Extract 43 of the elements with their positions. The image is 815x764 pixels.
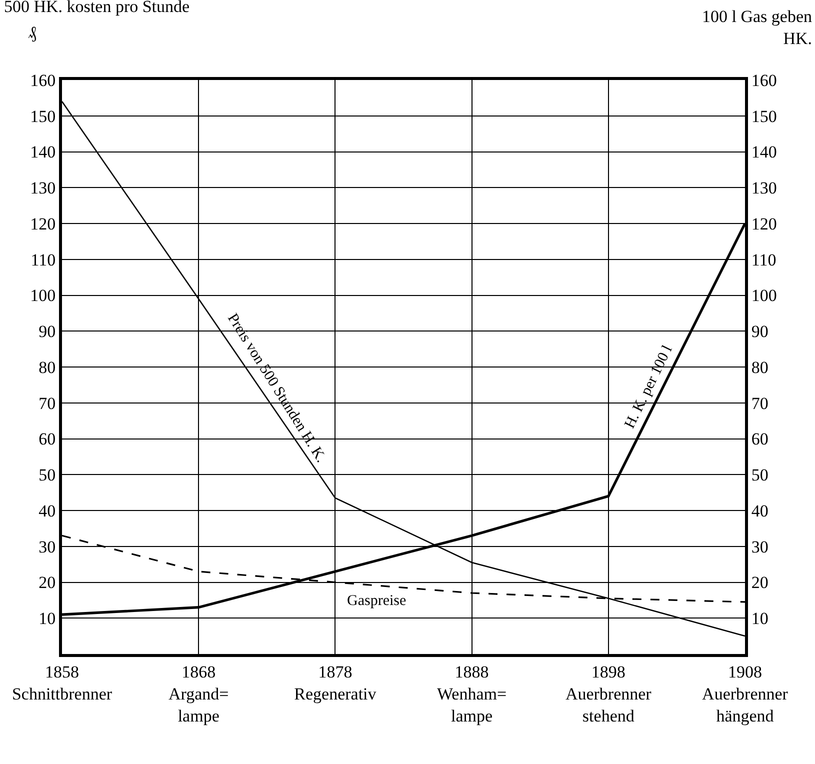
y-tick-label: 20 [38,573,56,592]
y-tick-label: 150 [30,106,56,126]
y2-tick-label: 40 [751,501,768,520]
x-tick-label: 1858 Schnittbrenner [12,662,112,704]
y2-tick-label: 160 [751,70,777,90]
y-tick-label: 10 [38,609,56,628]
x-tick-label: 1888 Wenham= lampe [437,662,507,726]
y2-tick-label: 130 [751,178,777,198]
x-tick-label: 1878 Regenerativ [294,662,377,704]
y-tick-label: 70 [38,394,56,413]
y2-axis-title: 100 l Gas geben HK. [702,7,812,48]
series-label: Gaspreise [347,593,406,609]
y2-tick-label: 150 [751,106,777,126]
y2-tick-label: 60 [751,430,768,449]
y2-tick-label: 70 [751,394,768,413]
text: H. K. per 100 l [622,343,676,432]
y-tick-label: 40 [38,501,56,520]
y-tick-label: 60 [38,430,56,449]
y2-tick-label: 140 [751,142,777,162]
y2-tick-label: 20 [751,573,768,592]
y-tick-label: 100 [30,286,56,306]
x-tick-label: 1898 Auerbrenner stehend [565,662,652,726]
y-tick-label: 130 [30,178,56,198]
y2-tick-label: 80 [751,358,768,377]
y2-tick-label: 110 [751,250,776,270]
y2-tick-label: 50 [751,466,768,485]
x-tick-label: 1868 Argand= lampe [168,662,229,726]
y2-tick-label: 30 [751,537,768,556]
y-tick-label: 30 [38,537,56,556]
y2-tick-label: 120 [751,214,777,234]
y2-tick-label: 100 [751,286,777,306]
y-tick-label: 50 [38,466,56,485]
y-axis-title: 500 HK. kosten pro Stunde [4,0,190,16]
y-tick-label: 120 [30,214,56,234]
y-tick-label: 140 [30,142,56,162]
y-tick-label: 160 [30,70,56,90]
y-tick-label: 110 [30,250,56,270]
y2-tick-label: 10 [751,609,768,628]
y-tick-label: 80 [38,358,56,377]
y-tick-label: 90 [38,322,56,342]
text: ₰ [28,23,37,42]
y2-tick-label: 90 [751,322,768,342]
x-tick-label: 1908 Auerbrenner hängend [702,662,788,726]
